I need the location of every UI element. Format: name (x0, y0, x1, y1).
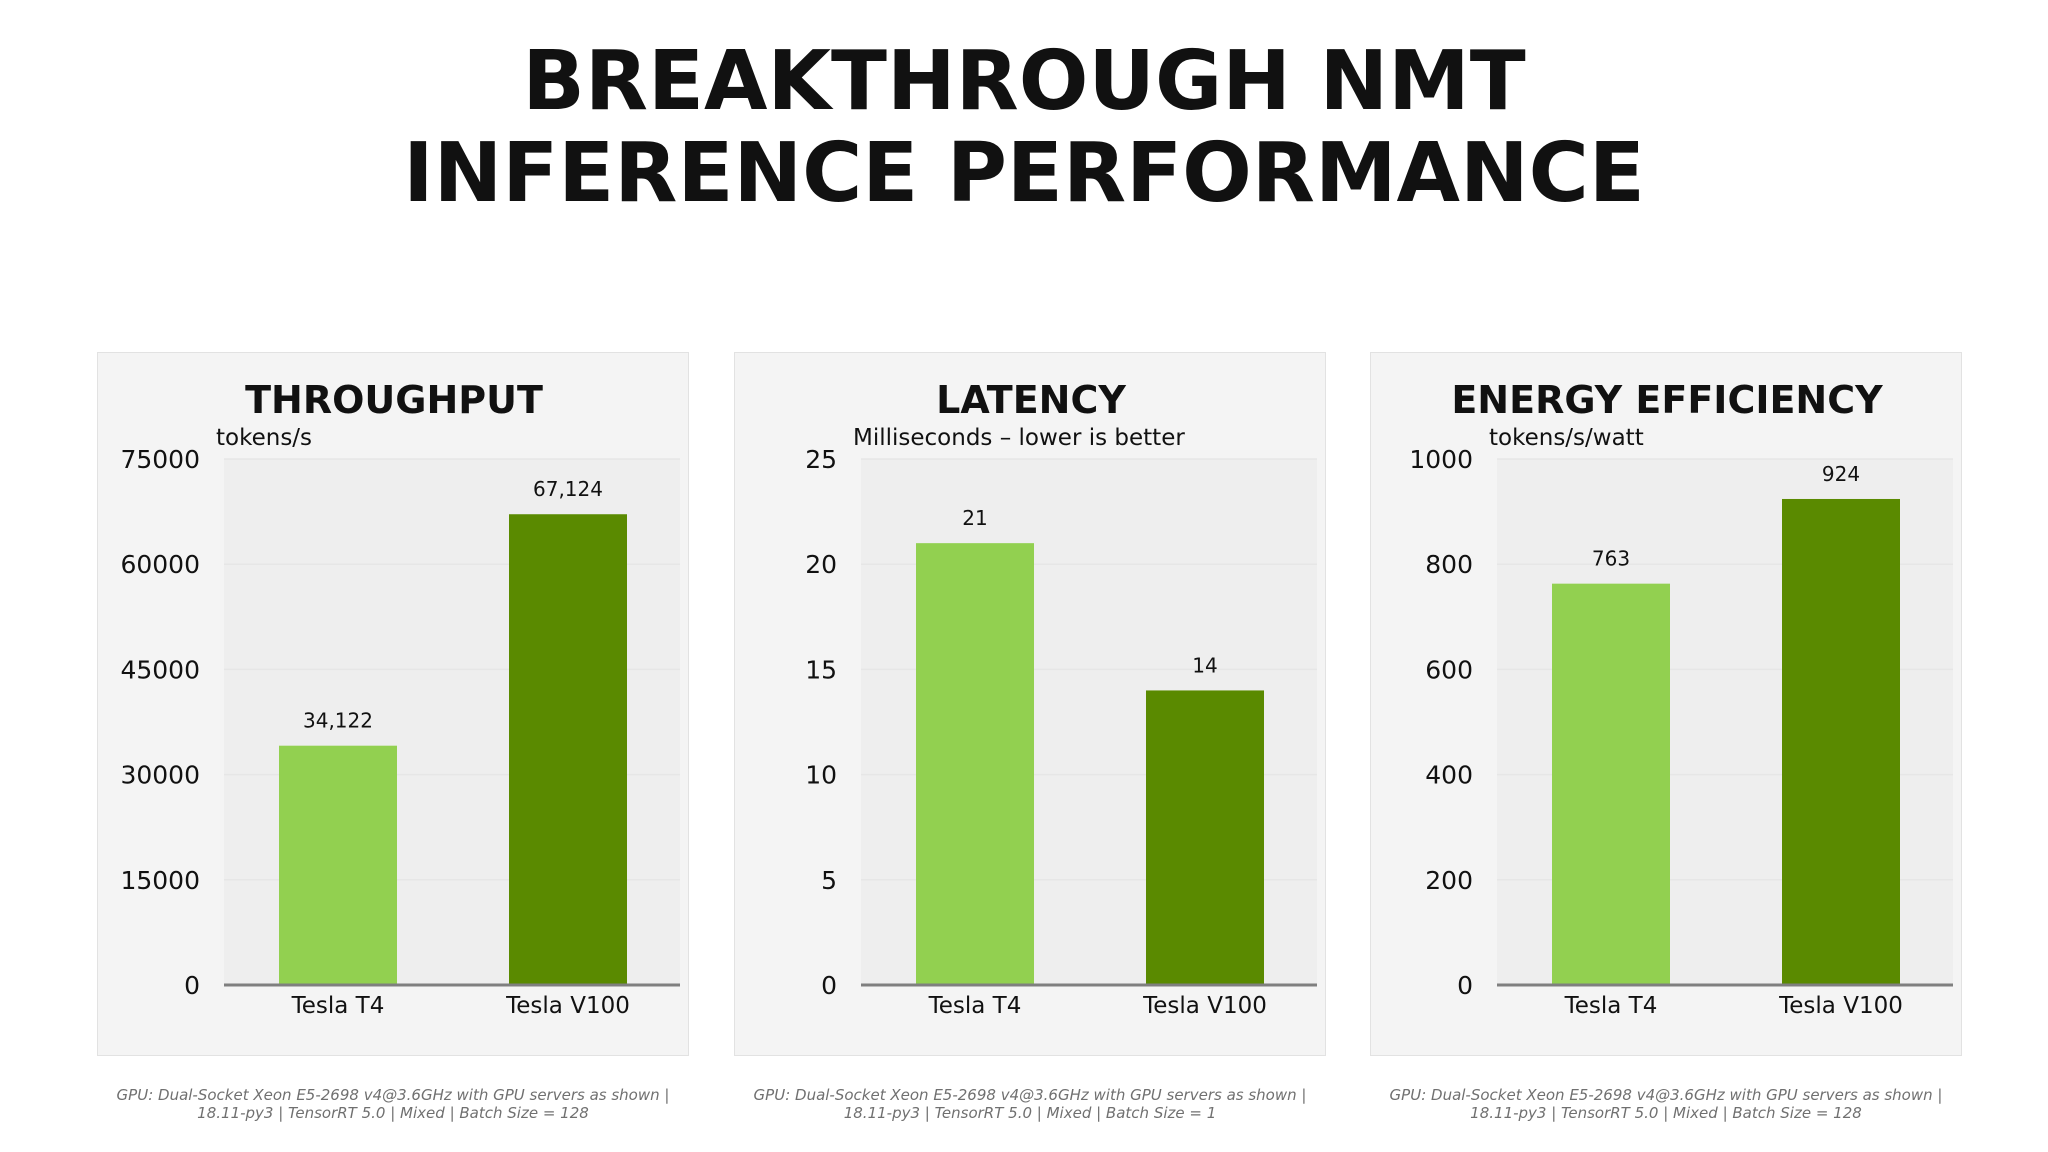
throughput-category-label-1: Tesla V100 (505, 993, 630, 1019)
latency-chart-panel: LATENCY Milliseconds – lower is better 0 5 1… (734, 352, 1326, 1056)
page-title: BREAKTHROUGH NMT INFERENCE PERFORMANCE (0, 36, 2048, 220)
throughput-category-label-0: Tesla T4 (291, 993, 385, 1019)
throughput-chart-panel: THROUGHPUT tokens/s 0 15000 30000 45000 60000 7… (97, 352, 689, 1056)
throughput-bar-tesla-v100 (509, 514, 627, 985)
throughput-data-label-1: 67,124 (533, 477, 603, 501)
energy-efficiency-chart-panel: ENERGY EFFICIENCY tokens/s/watt 0 200 400 600… (1370, 352, 1962, 1056)
throughput-data-label-0: 34,122 (303, 709, 373, 733)
energy-efficiency-y-tick-label-3: 600 (1425, 655, 1473, 684)
energy-efficiency-y-tick-label-2: 400 (1425, 761, 1473, 790)
energy-efficiency-category-label-0: Tesla T4 (1564, 993, 1658, 1019)
latency-data-label-1: 14 (1192, 653, 1217, 677)
energy-efficiency-data-label-0: 763 (1592, 547, 1630, 571)
throughput-y-tick-label-5: 75000 (120, 445, 200, 474)
throughput-unit-label: tokens/s (216, 425, 312, 451)
latency-y-tick-label-2: 10 (805, 761, 837, 790)
latency-y-tick-label-0: 0 (821, 971, 837, 1000)
energy-efficiency-bar-tesla-t4 (1552, 583, 1670, 985)
energy-efficiency-y-tick-label-1: 200 (1425, 866, 1473, 895)
energy-efficiency-y-tick-label-5: 1000 (1409, 445, 1473, 474)
energy-efficiency-chart: ENERGY EFFICIENCY tokens/s/watt 0 200 400 600… (1409, 378, 1953, 1019)
page-title-line-2: INFERENCE PERFORMANCE (403, 126, 1645, 221)
energy-efficiency-category-label-1: Tesla V100 (1778, 993, 1903, 1019)
throughput-chart: THROUGHPUT tokens/s 0 15000 30000 45000 60000 7… (120, 378, 680, 1019)
latency-y-tick-label-4: 20 (805, 550, 837, 579)
page-title-line-1: BREAKTHROUGH NMT (522, 34, 1526, 129)
throughput-y-tick-label-0: 0 (184, 971, 200, 1000)
latency-bar-tesla-t4 (916, 543, 1034, 985)
throughput-footnote: GPU: Dual-Socket Xeon E5-2698 v4@3.6GHz … (116, 1086, 670, 1122)
latency-chart: LATENCY Milliseconds – lower is better 0 5 1… (805, 378, 1317, 1019)
energy-efficiency-data-label-1: 924 (1822, 462, 1860, 486)
latency-y-tick-label-3: 15 (805, 655, 837, 684)
energy-efficiency-chart-title: ENERGY EFFICIENCY (1451, 378, 1883, 422)
throughput-y-tick-label-2: 30000 (120, 761, 200, 790)
throughput-chart-title: THROUGHPUT (245, 378, 543, 422)
latency-category-label-1: Tesla V100 (1142, 993, 1267, 1019)
latency-footnote: GPU: Dual-Socket Xeon E5-2698 v4@3.6GHz … (753, 1086, 1307, 1122)
latency-y-tick-label-1: 5 (821, 866, 837, 895)
energy-efficiency-footnote: GPU: Dual-Socket Xeon E5-2698 v4@3.6GHz … (1389, 1086, 1943, 1122)
throughput-y-tick-label-4: 60000 (120, 550, 200, 579)
latency-data-label-0: 21 (962, 506, 987, 530)
throughput-bar-tesla-t4 (279, 745, 397, 985)
throughput-y-tick-label-1: 15000 (120, 866, 200, 895)
energy-efficiency-y-tick-label-4: 800 (1425, 550, 1473, 579)
latency-y-tick-label-5: 25 (805, 445, 837, 474)
latency-chart-title: LATENCY (936, 378, 1126, 422)
energy-efficiency-y-tick-label-0: 0 (1457, 971, 1473, 1000)
throughput-y-tick-label-3: 45000 (120, 655, 200, 684)
latency-unit-label: Milliseconds – lower is better (853, 425, 1185, 451)
energy-efficiency-bar-tesla-v100 (1782, 498, 1900, 985)
latency-category-label-0: Tesla T4 (928, 993, 1022, 1019)
latency-bar-tesla-v100 (1146, 690, 1264, 985)
energy-efficiency-unit-label: tokens/s/watt (1489, 425, 1644, 451)
